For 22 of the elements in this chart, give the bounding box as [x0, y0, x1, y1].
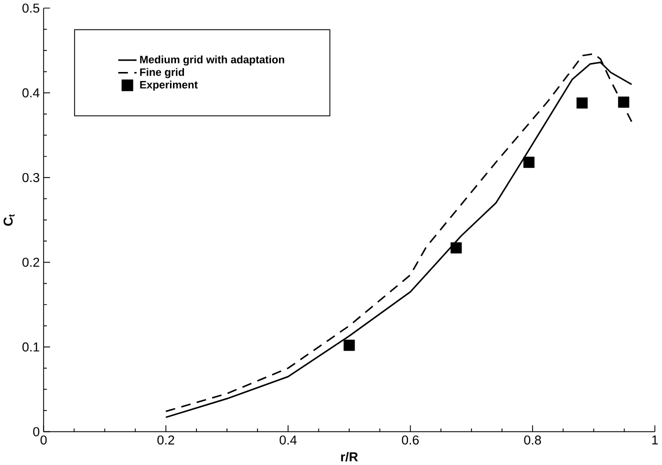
x-tick-label: 0.6 — [402, 435, 419, 445]
x-tick-label: 0.4 — [280, 435, 297, 445]
x-tick-label: 1 — [652, 435, 658, 444]
y-tick-label: 0.3 — [22, 172, 40, 182]
y-tick-label: 0.5 — [22, 4, 40, 13]
x-tick-label: 0.2 — [157, 435, 174, 445]
point — [576, 97, 588, 109]
point — [523, 156, 535, 168]
y-axis-title: C$_{t}$ — [4, 214, 15, 226]
legend-label: Experiment — [140, 80, 198, 91]
y-tick-label: 0 — [33, 427, 40, 436]
point — [344, 340, 355, 351]
legend-label: Medium grid with adaptation — [140, 55, 284, 66]
x-tick-label: 0.8 — [524, 435, 541, 445]
point — [450, 242, 462, 254]
y-tick-label: 0.2 — [22, 258, 40, 267]
legend-label: Fine grid — [140, 68, 184, 78]
x-tick-label: 0 — [40, 435, 47, 445]
point — [618, 96, 630, 108]
y-tick-label: 0.1 — [22, 342, 40, 352]
x-axis-title: r/R — [341, 452, 358, 462]
y-tick-label: 0.4 — [22, 88, 40, 98]
